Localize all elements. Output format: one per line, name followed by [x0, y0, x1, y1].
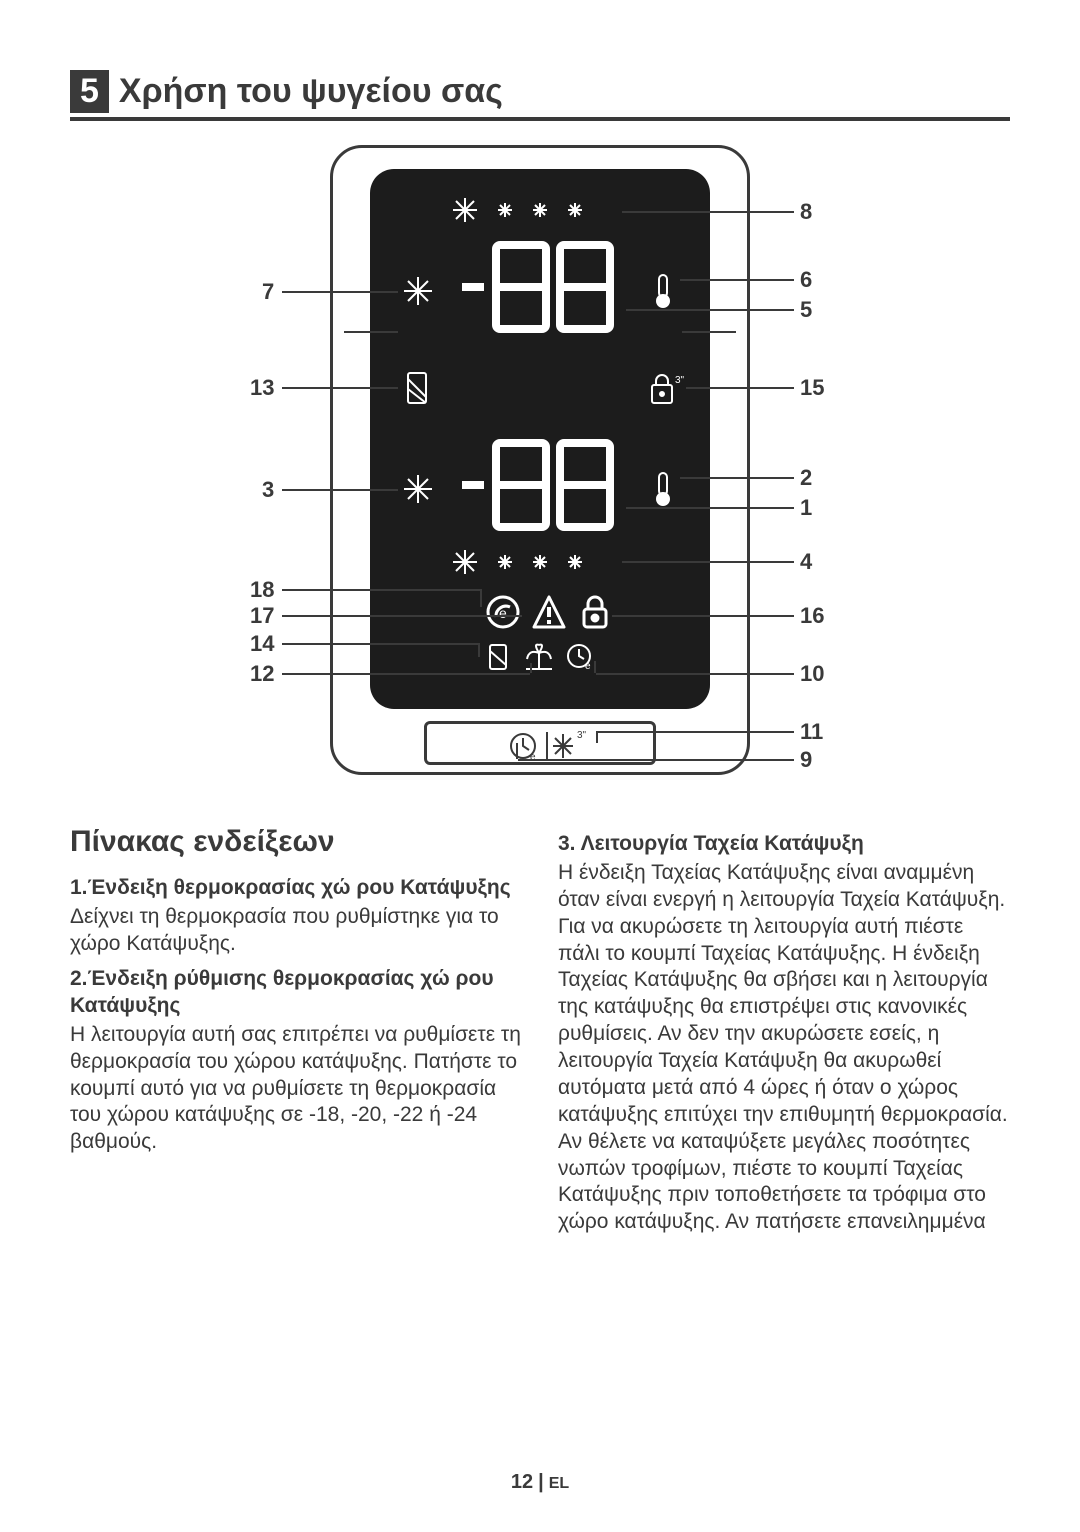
- item-3-heading: 3. Λειτουργία Ταχεία Κατάψυξη: [558, 831, 1010, 858]
- lead-9: [518, 759, 794, 761]
- thermometer-upper-icon: [650, 273, 676, 314]
- callout-2: 2: [800, 465, 812, 491]
- chapter-header: 5 Χρήση του ψυγείου σας: [70, 70, 1010, 121]
- chapter-number-badge: 5: [70, 70, 109, 113]
- vacation-icon: [524, 643, 554, 676]
- vlead-10: [594, 661, 596, 673]
- quick-freeze-icon: [400, 273, 436, 314]
- item-2-body: Η λειτουργία αυτή σας επιτρέπει να ρυθμί…: [70, 1022, 522, 1156]
- lead-18: [282, 589, 480, 591]
- lead-7: [282, 291, 398, 293]
- callout-10: 10: [800, 661, 824, 687]
- item-1-body: Δείχνει τη θερμοκρασία που ρυθμίστηκε γι…: [70, 904, 522, 958]
- callout-11: 11: [800, 719, 823, 745]
- section-title: Πίνακας ενδείξεων: [70, 823, 522, 861]
- lead-4: [622, 561, 794, 563]
- svg-text:3": 3": [577, 730, 587, 741]
- callout-7: 7: [262, 279, 274, 305]
- lead-11: [598, 731, 794, 733]
- callout-8: 8: [800, 199, 812, 225]
- lead-5: [626, 309, 794, 311]
- page-lang: EL: [549, 1475, 569, 1492]
- upper-seven-seg-display: [462, 237, 622, 337]
- callout-6: 6: [800, 267, 812, 293]
- chapter-title: Χρήση του ψυγείου σας: [119, 72, 503, 111]
- callout-18: 18: [250, 577, 274, 603]
- svg-text:e: e: [499, 605, 507, 621]
- page-number: 12: [511, 1471, 533, 1493]
- vlead-9: [516, 743, 518, 759]
- thermometer-lower-icon: [650, 471, 676, 512]
- item-3-body: Η ένδειξη Ταχείας Κατάψυξης είναι αναμμέ…: [558, 860, 1010, 1236]
- lead-6: [680, 279, 794, 281]
- item-2-heading: 2.Ένδειξη ρύθμισης θερμοκρασίας χώ ρου Κ…: [70, 966, 522, 1020]
- vlead-11: [596, 731, 598, 743]
- lead-13: [282, 387, 398, 389]
- lead-sep-l1: [344, 331, 398, 333]
- control-panel-diagram: e 3": [70, 145, 1010, 795]
- lower-seven-seg-display: [462, 435, 622, 535]
- lead-16: [612, 615, 794, 617]
- callout-14: 14: [250, 631, 274, 657]
- item-1-heading: 1.Ένδειξη θερμοκρασίας χώ ρου Κατάψυξης: [70, 875, 522, 902]
- quick-freeze-lower-icon: [400, 471, 436, 512]
- svg-text:e: e: [585, 661, 591, 671]
- callout-3: 3: [262, 477, 274, 503]
- lead-17: [282, 615, 522, 617]
- footer-separator: |: [538, 1471, 544, 1493]
- key-lock-icon: 3": [648, 371, 688, 410]
- eco-clock-small-icon: e: [564, 641, 596, 676]
- vlead-14: [478, 643, 480, 657]
- lead-3: [282, 489, 398, 491]
- lead-1: [626, 507, 794, 509]
- manual-page: 5 Χρήση του ψυγείου σας e 3": [0, 0, 1080, 1532]
- svg-text:3": 3": [675, 375, 685, 386]
- lead-8: [622, 211, 794, 213]
- callout-15: 15: [800, 375, 824, 401]
- column-left: Πίνακας ενδείξεων 1.Ένδειξη θερμοκρασίας…: [70, 813, 522, 1240]
- callout-9: 9: [800, 747, 812, 773]
- snowflake-row-top-icon: [450, 195, 620, 230]
- lead-10: [596, 673, 794, 675]
- vlead-18: [480, 589, 482, 607]
- page-footer: 12| EL: [0, 1471, 1080, 1494]
- lead-sep-r1: [682, 331, 736, 333]
- alarm-icon: [530, 593, 568, 636]
- callout-17: 17: [250, 603, 274, 629]
- callout-16: 16: [800, 603, 824, 629]
- callout-13: 13: [250, 375, 274, 401]
- callout-5: 5: [800, 297, 812, 323]
- column-right: 3. Λειτουργία Ταχεία Κατάψυξη Η ένδειξη …: [558, 813, 1010, 1240]
- lead-14: [282, 643, 478, 645]
- lead-15: [686, 387, 794, 389]
- lead-12: [282, 673, 530, 675]
- body-columns: Πίνακας ενδείξεων 1.Ένδειξη θερμοκρασίας…: [70, 813, 1010, 1240]
- lead-2: [680, 477, 794, 479]
- callout-12: 12: [250, 661, 274, 687]
- svg-text:e: e: [530, 752, 536, 763]
- filter-small-icon: [486, 643, 510, 676]
- ionizer-icon: [402, 371, 432, 410]
- vlead-12: [530, 663, 532, 673]
- lock-status-icon: [578, 593, 612, 636]
- callout-1: 1: [800, 495, 812, 521]
- snowflake-row-bottom-icon: [450, 547, 620, 582]
- callout-4: 4: [800, 549, 812, 575]
